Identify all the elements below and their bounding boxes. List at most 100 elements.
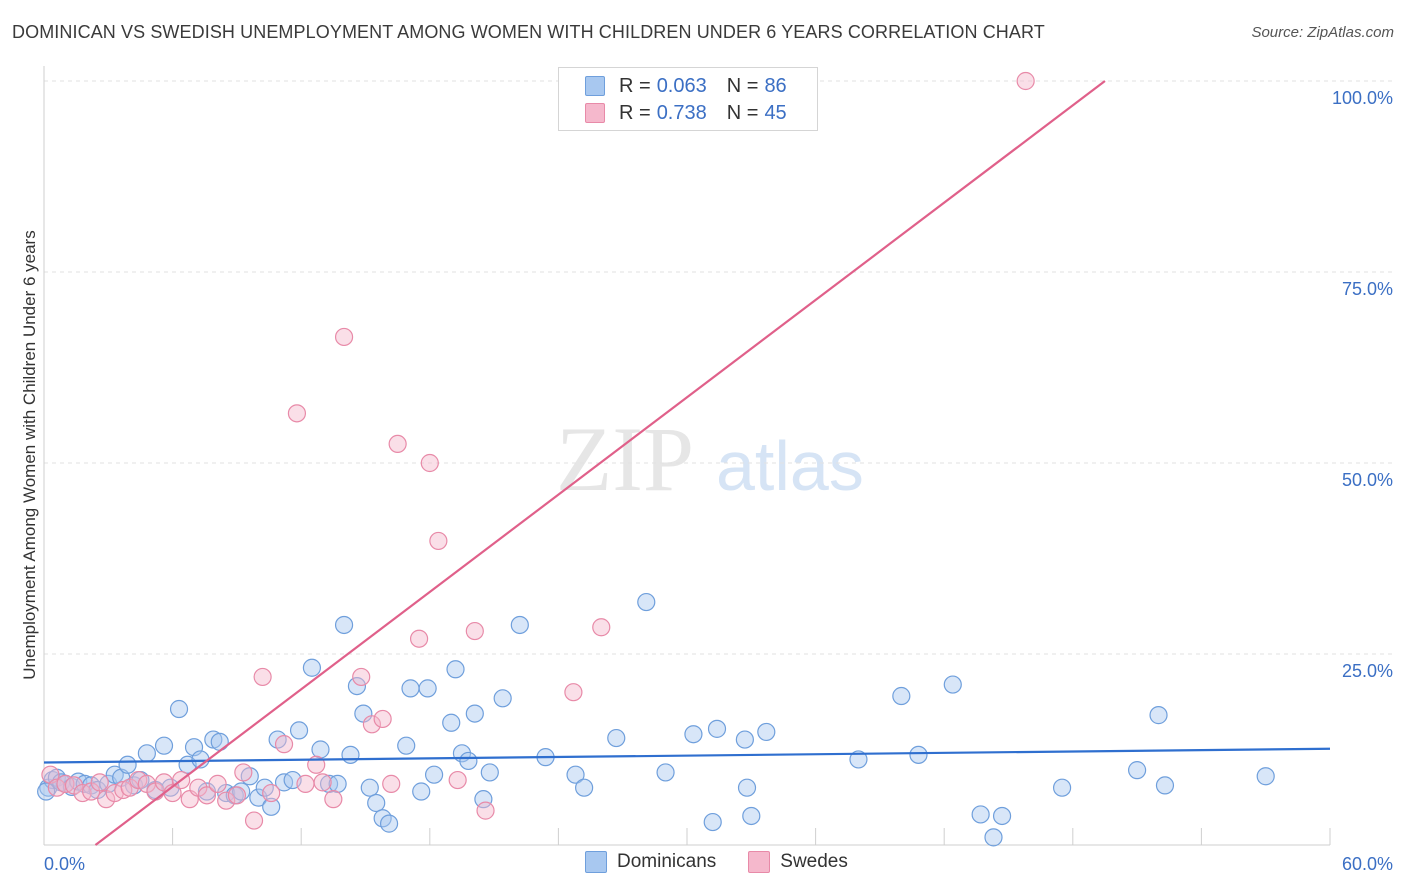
legend-r-label: R =: [619, 101, 651, 124]
dominicans-point: [892, 686, 911, 706]
dominicans-point: [849, 750, 868, 769]
watermark: ZIP atlas: [556, 408, 864, 510]
dominicans-point: [418, 679, 437, 698]
swedes-point: [409, 629, 429, 648]
axes: [43, 66, 1331, 846]
dominicans-point: [118, 755, 137, 774]
legend-r-value: 0.738: [656, 101, 707, 124]
dominicans-point: [703, 812, 722, 832]
watermark-zip: ZIP: [556, 408, 694, 510]
dominicans-point: [379, 814, 399, 833]
swedes-point: [564, 683, 583, 702]
x-tick-label: 0.0%: [44, 854, 85, 874]
legend-r-value: 0.063: [656, 74, 707, 97]
swedes-point: [373, 709, 392, 729]
y-tick-label: 25.0%: [1342, 661, 1393, 681]
swedes-point: [476, 801, 495, 820]
legend-row-swedes: R = 0.738 N = 45: [585, 100, 787, 126]
tick-labels: 25.0% 50.0% 75.0% 100.0% 0.0% 60.0%: [44, 88, 1393, 874]
dominicans-point: [943, 675, 962, 694]
legend-item-dominicans: Dominicans: [585, 851, 716, 873]
swedes-point: [352, 667, 371, 687]
dominicans-point: [289, 721, 309, 740]
legend-swatch-swedes: [585, 103, 605, 123]
y-tick-label: 50.0%: [1342, 470, 1393, 490]
dominicans-point: [1149, 706, 1168, 725]
swedes-point: [1016, 71, 1035, 91]
swedes-point: [274, 735, 294, 754]
swedes-point: [382, 774, 401, 793]
swedes-point: [244, 811, 264, 830]
swedes-points: [41, 71, 1035, 830]
swedes-point: [129, 770, 148, 790]
swedes-point: [217, 791, 236, 810]
dominicans-point: [742, 806, 761, 826]
swedes-point: [334, 327, 354, 347]
legend-n-label: N =: [726, 101, 759, 124]
dominicans-point: [637, 592, 656, 612]
swedes-point: [429, 531, 448, 551]
swedes-point: [234, 763, 253, 782]
dominicans-point: [459, 751, 478, 771]
swedes-point: [388, 434, 407, 453]
legend-n-label: N =: [726, 74, 759, 97]
swedes-point: [592, 618, 611, 637]
legend-swatch-swedes: [748, 851, 771, 873]
source-label: Source: ZipAtlas.com: [1251, 24, 1394, 41]
dominicans-point: [566, 765, 585, 784]
dominicans-point: [480, 763, 499, 782]
swedes-trend-line: [94, 80, 1106, 846]
series-legend: Dominicans Swedes: [585, 851, 880, 873]
dominicans-point: [707, 719, 727, 738]
chart-title: DOMINICAN VS SWEDISH UNEMPLOYMENT AMONG …: [12, 22, 1045, 42]
correlation-legend: R = 0.063 N = 86 R = 0.738 N = 45: [558, 67, 818, 131]
dominicans-point: [1127, 761, 1147, 780]
dominicans-point: [474, 790, 493, 809]
legend-label-swedes: Swedes: [780, 851, 848, 872]
dominicans-point: [154, 736, 174, 755]
dominicans-point: [360, 778, 379, 797]
swedes-point: [208, 774, 227, 793]
dominicans-point: [412, 782, 431, 801]
y-tick-label: 100.0%: [1332, 88, 1393, 108]
dominicans-point: [684, 725, 703, 744]
dominicans-point: [424, 765, 444, 784]
dominicans-point: [341, 745, 360, 764]
trend-lines: [43, 80, 1331, 846]
dominicans-point: [401, 679, 420, 698]
dominicans-point: [909, 745, 928, 764]
dominicans-point: [446, 660, 465, 679]
legend-n-value: 86: [764, 74, 787, 97]
dominicans-point: [328, 774, 347, 793]
swedes-point: [324, 790, 343, 809]
swedes-point: [362, 715, 382, 734]
swedes-point: [262, 783, 281, 803]
dominicans-point: [737, 778, 757, 797]
dominicans-point: [442, 713, 461, 732]
swedes-point: [287, 404, 307, 423]
dominicans-point: [210, 732, 229, 751]
swedes-point: [313, 773, 332, 792]
swedes-point: [448, 770, 467, 790]
dominicans-point: [992, 806, 1012, 826]
legend-item-swedes: Swedes: [748, 851, 848, 873]
y-tick-label: 75.0%: [1342, 279, 1393, 299]
dominicans-point: [1052, 778, 1072, 797]
dominicans-point: [334, 615, 354, 635]
dominicans-point: [1155, 776, 1175, 795]
dominicans-point: [137, 744, 156, 763]
swedes-point: [197, 786, 216, 805]
dominicans-point: [302, 658, 322, 677]
legend-swatch-dominicans: [585, 851, 607, 873]
dominicans-points: [37, 592, 1275, 847]
swedes-point: [420, 453, 439, 473]
swedes-point: [465, 621, 484, 641]
dominicans-point: [735, 730, 754, 749]
dominicans-point: [656, 763, 675, 782]
swedes-point: [296, 774, 315, 793]
dominicans-point: [37, 782, 56, 801]
legend-swatch-dominicans: [585, 76, 605, 96]
watermark-atlas: atlas: [716, 427, 864, 505]
swedes-point: [90, 773, 109, 792]
